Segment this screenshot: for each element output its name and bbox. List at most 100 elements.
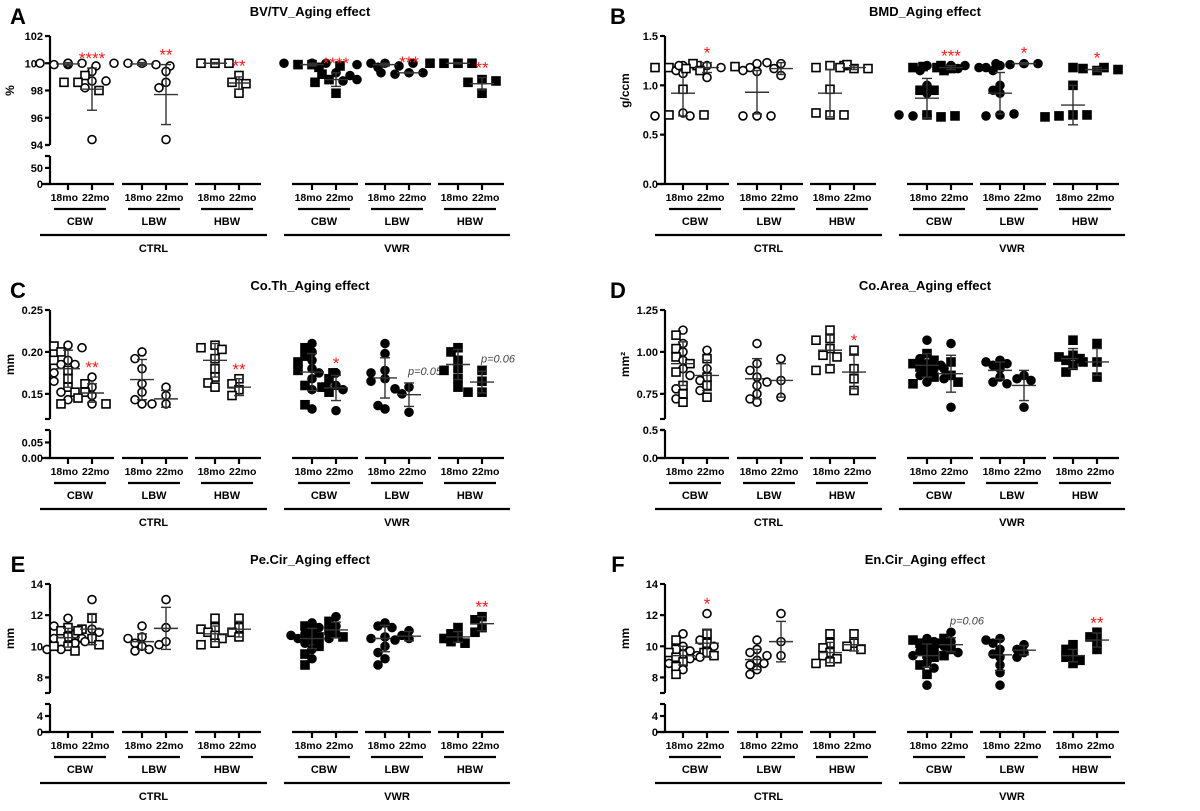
data-point xyxy=(811,335,821,345)
weight-label: LBW xyxy=(141,764,167,776)
panel-e: E Pe.Cir_Aging effect mm 8 10 12 14 0 4 18mo 22mo C… xyxy=(3,552,510,803)
weight-label: LBW xyxy=(999,764,1025,776)
data-point xyxy=(137,347,147,357)
data-point xyxy=(894,110,904,120)
data-point xyxy=(87,372,97,382)
treatment-label: CTRL xyxy=(754,791,784,803)
data-point xyxy=(101,399,111,409)
group-ctrl-lbw-22mo xyxy=(147,382,178,409)
data-point xyxy=(376,67,386,78)
data-point xyxy=(685,370,695,381)
age-label: 22mo xyxy=(941,740,968,752)
data-point xyxy=(380,338,390,349)
y-tick-label: 4 xyxy=(37,711,44,723)
weight-label: HBW xyxy=(457,216,484,228)
panel-d: D Co.Area_Aging effect mm² 0.75 1.00 1.25 0.0 0… xyxy=(610,278,1125,529)
y-tick-label: 14 xyxy=(646,579,659,591)
data-point xyxy=(671,367,681,377)
data-point xyxy=(825,60,835,71)
data-point xyxy=(825,325,835,335)
data-point xyxy=(80,70,90,81)
group-vwr-lbw-22mo xyxy=(390,625,421,645)
age-label: 18mo xyxy=(125,466,152,478)
data-point xyxy=(73,77,83,88)
treatment-label: VWR xyxy=(384,517,410,529)
group-ctrl-lbw-18mo xyxy=(123,621,154,656)
data-point xyxy=(300,399,310,410)
data-point xyxy=(1061,652,1071,662)
data-point xyxy=(70,359,80,370)
age-label: 18mo xyxy=(198,740,225,752)
data-point xyxy=(745,660,755,670)
data-point xyxy=(678,397,688,408)
group-vwr-cbw-22mo xyxy=(324,611,348,644)
data-point xyxy=(863,63,873,74)
group-vwr-lbw-22mo xyxy=(1012,639,1036,662)
group-vwr-lbw-18mo xyxy=(981,60,1019,121)
data-point xyxy=(929,85,939,96)
age-label: 22mo xyxy=(1014,740,1041,752)
data-point xyxy=(63,613,73,624)
age-label: 18mo xyxy=(813,466,840,478)
data-point xyxy=(324,387,334,397)
weight-label: HBW xyxy=(457,490,484,502)
data-point xyxy=(776,608,786,619)
group-vwr-cbw-22mo: **** xyxy=(310,54,362,99)
data-point xyxy=(397,389,407,399)
age-label: 18mo xyxy=(441,192,468,204)
data-point xyxy=(946,627,956,638)
age-label: 22mo xyxy=(326,466,353,478)
y-axis-label: mm xyxy=(3,354,17,375)
data-point xyxy=(80,636,90,647)
group-ctrl-lbw-22mo xyxy=(762,608,793,663)
age-label: 22mo xyxy=(82,192,109,204)
treatment-label: CTRL xyxy=(139,791,169,803)
weight-label: CBW xyxy=(682,764,709,776)
data-point xyxy=(331,405,341,416)
data-point xyxy=(56,347,66,357)
y-tick-label: 10 xyxy=(31,641,43,653)
data-point xyxy=(408,58,418,69)
age-label: 18mo xyxy=(441,466,468,478)
data-point xyxy=(310,77,320,88)
data-point xyxy=(300,638,310,648)
chart-title: En.Cir_Aging effect xyxy=(865,552,986,567)
treatment-label: VWR xyxy=(384,243,410,255)
group-vwr-cbw-18mo xyxy=(279,58,345,73)
group-vwr-hbw-18mo xyxy=(1054,335,1085,377)
data-point xyxy=(366,368,376,378)
age-label: 18mo xyxy=(51,192,78,204)
data-point xyxy=(63,340,73,351)
weight-label: LBW xyxy=(141,216,167,228)
significance-stars: *** xyxy=(399,53,419,72)
data-point xyxy=(1078,63,1088,74)
data-point xyxy=(950,111,960,121)
data-point xyxy=(671,669,681,680)
data-point xyxy=(1040,112,1050,122)
y-tick-label: 12 xyxy=(646,610,658,622)
age-label: 18mo xyxy=(368,192,395,204)
data-point xyxy=(811,62,821,73)
y-tick-label: 1.00 xyxy=(637,347,658,359)
age-label: 18mo xyxy=(813,192,840,204)
data-point xyxy=(338,76,348,86)
data-point xyxy=(702,608,712,619)
data-point xyxy=(317,69,327,79)
group-ctrl-hbw-18mo xyxy=(811,325,842,376)
data-point xyxy=(1012,373,1022,384)
significance-stars: * xyxy=(333,354,340,373)
data-point xyxy=(1068,335,1078,345)
y-tick-label: 10 xyxy=(646,641,658,653)
data-point xyxy=(338,632,348,642)
age-label: 22mo xyxy=(844,192,871,204)
data-point xyxy=(702,72,712,83)
age-label: 18mo xyxy=(368,466,395,478)
age-label: 18mo xyxy=(1056,466,1083,478)
data-point xyxy=(709,650,719,661)
data-point xyxy=(929,652,939,662)
age-label: 22mo xyxy=(156,740,183,752)
panel-b: B BMD_Aging effect g/ccm 0.0 0.5 1.0 1.5 18mo 22… xyxy=(610,4,1125,255)
data-point xyxy=(446,347,456,357)
y-tick-label: 0.05 xyxy=(22,437,43,449)
data-point xyxy=(738,65,748,76)
